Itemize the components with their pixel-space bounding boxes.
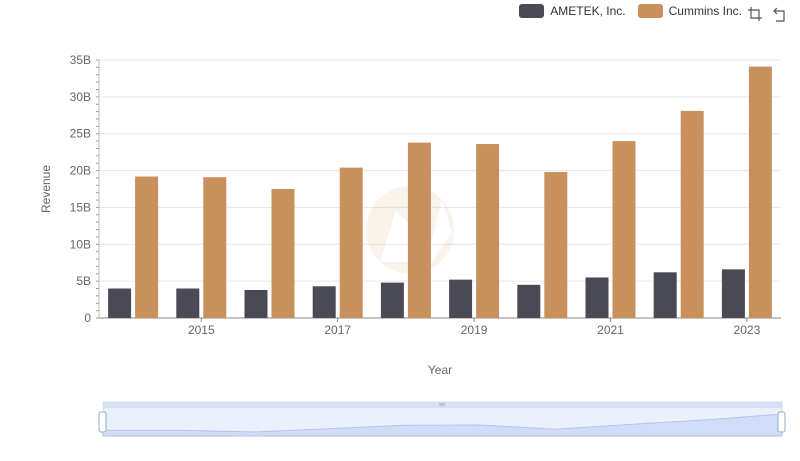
y-tick-label: 0 [84,311,91,325]
y-axis-label: Revenue [39,165,53,213]
bar-cummins-2017[interactable] [339,167,363,318]
bar-ametek-2015[interactable] [176,288,200,318]
bar-cummins-2018[interactable] [407,142,431,318]
legend-label-cummins: Cummins Inc. [668,4,742,18]
y-tick-label: 30B [70,90,91,104]
bar-cummins-2020[interactable] [544,172,568,318]
bar-cummins-2016[interactable] [271,189,295,318]
axes: 0 5B 10B 15B 20B 25B 30B 35B 2015 2017 2019 2021 202… [70,53,761,337]
bar-ametek-2018[interactable] [380,282,404,318]
bar-cummins-2015[interactable] [203,177,227,318]
y-tick-label: 20B [70,164,91,178]
x-tick-label: 2019 [461,323,488,337]
data-zoom-slider[interactable] [98,401,786,437]
y-tick-label: 10B [70,237,91,251]
zoom-select-icon[interactable] [747,6,763,22]
zoom-handle-left[interactable] [98,411,107,433]
x-axis-label: Year [428,363,452,377]
x-tick-label: 2015 [188,323,215,337]
bars [108,66,772,319]
bar-cummins-2023[interactable] [748,66,772,319]
bar-ametek-2021[interactable] [585,277,609,318]
y-tick-label: 15B [70,200,91,214]
bar-ametek-2020[interactable] [517,284,541,318]
bar-ametek-2016[interactable] [244,289,268,318]
bar-ametek-2019[interactable] [449,279,473,318]
zoom-handle-right[interactable] [777,411,786,433]
bar-cummins-2019[interactable] [476,144,500,318]
legend-swatch-ametek [519,4,545,18]
bar-ametek-2017[interactable] [312,286,336,318]
legend-item-ametek[interactable]: AMETEK, Inc. [519,4,626,18]
zoom-reset-icon[interactable] [773,6,789,22]
x-tick-label: 2017 [324,323,351,337]
y-tick-label: 5B [76,274,91,288]
bar-ametek-2014[interactable] [108,288,132,318]
bar-ametek-2022[interactable] [653,272,677,318]
chart-legend: AMETEK, Inc. Cummins Inc. [519,4,742,18]
bar-cummins-2021[interactable] [612,141,636,318]
y-tick-label: 35B [70,53,91,67]
y-tick-label: 25B [70,127,91,141]
legend-item-cummins[interactable]: Cummins Inc. [637,4,742,18]
bar-ametek-2023[interactable] [721,269,745,318]
bar-cummins-2014[interactable] [135,176,159,318]
x-tick-label: 2023 [734,323,761,337]
x-tick-label: 2021 [597,323,624,337]
legend-swatch-cummins [637,4,663,18]
grid-lines [99,59,781,319]
bar-cummins-2022[interactable] [680,110,704,318]
legend-label-ametek: AMETEK, Inc. [550,4,626,18]
zoom-drag-grip-icon[interactable] [439,403,445,406]
